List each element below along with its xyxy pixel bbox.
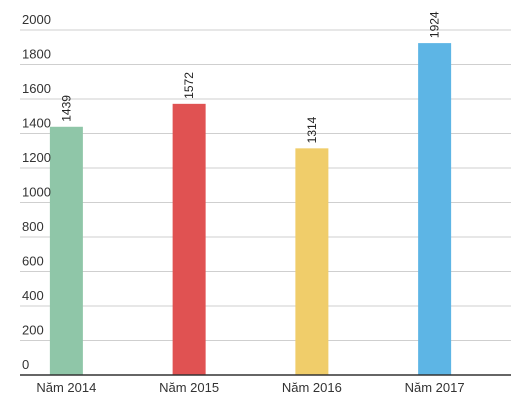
bars [49,43,452,376]
gridlines [20,29,511,341]
y-tick-label: 600 [22,254,44,269]
y-tick-label: 1000 [22,185,51,200]
y-tick-label: 2000 [22,12,51,27]
y-axis-ticks: 0 200 400 600 800 1000 1200 1400 1600 1800 2000 [22,12,51,372]
bar [49,126,83,376]
data-label: 1924 [428,11,442,38]
y-tick-label: 1200 [22,150,51,165]
data-label: 1314 [305,116,319,143]
y-tick-label: 800 [22,219,44,234]
data-label: 1439 [59,95,73,122]
x-tick-label: Năm 2014 [36,380,96,395]
bar [295,148,329,375]
y-tick-label: 1400 [22,116,51,131]
x-tick-label: Năm 2016 [282,380,342,395]
bar [172,103,206,375]
x-tick-label: Năm 2017 [405,380,465,395]
data-label: 1572 [182,72,196,99]
x-tick-label: Năm 2015 [159,380,219,395]
y-tick-label: 1600 [22,81,51,96]
y-tick-label: 200 [22,323,44,338]
y-tick-label: 1800 [22,47,51,62]
y-tick-label: 400 [22,288,44,303]
y-tick-label: 0 [22,357,29,372]
x-axis-ticks: Năm 2014 Năm 2015 Năm 2016 Năm 2017 [36,380,464,395]
bar [418,43,452,376]
data-labels: 1439 1572 1314 1924 [59,11,441,143]
